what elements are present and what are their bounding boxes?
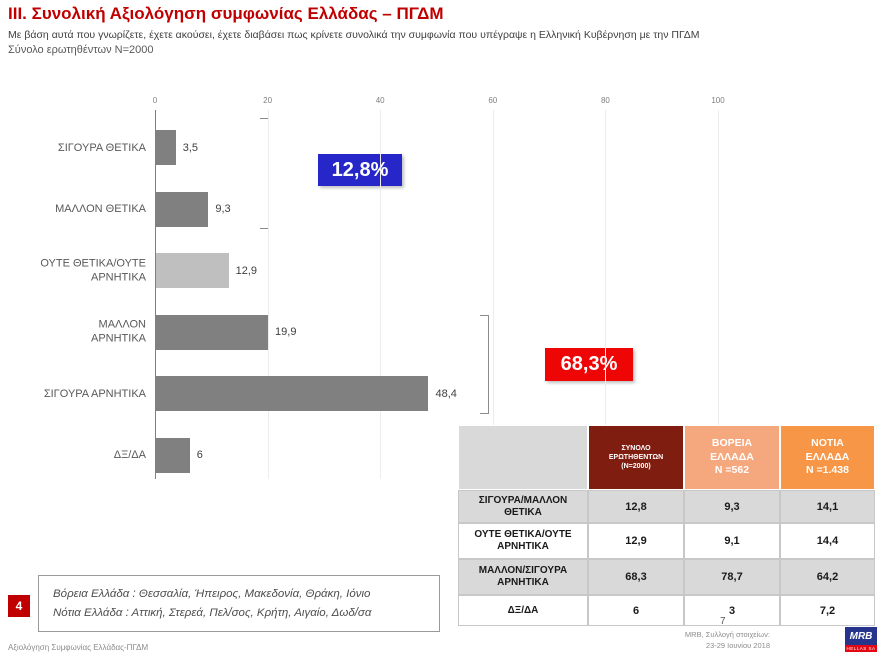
regional-breakdown-table: ΣΥΝΟΛΟ ΕΡΩΤΗΘΕΝΤΩΝ (Ν=2000) ΒΟΡΕΙΑ ΕΛΛΑΔ… bbox=[458, 425, 875, 626]
bar-value-label: 19,9 bbox=[275, 326, 297, 338]
table-row-label: ΣΙΓΟΥΡΑ/ΜΑΛΛΟΝ ΘΕΤΙΚΑ bbox=[458, 490, 588, 523]
table-row-label: ΜΑΛΛΟΝ/ΣΙΓΟΥΡΑ ΑΡΝΗΤΙΚΑ bbox=[458, 559, 588, 595]
bar-3 bbox=[156, 314, 269, 350]
bar-chart: 12,8% 68,3% 0 20 40 60 80 100 ΣΙΓΟΥΡΑ ΘΕΤΙΚΑ 3,… bbox=[0, 92, 770, 492]
bar-0 bbox=[156, 130, 176, 165]
bar-4 bbox=[156, 376, 429, 411]
table-row-label: ΔΞ/ΔΑ bbox=[458, 595, 588, 626]
regions-definition-note: Βόρεια Ελλάδα : Θεσσαλία, Ήπειρος, Μακεδ… bbox=[38, 575, 440, 632]
category-label: ΜΑΛΛΟΝ ΑΡΝΗΤΙΚΑ bbox=[90, 318, 146, 345]
x-axis-tick-label: 80 bbox=[600, 96, 610, 105]
footer-title: Αξιολόγηση Συμφωνίας Ελλάδας-ΠΓΔΜ bbox=[8, 643, 149, 652]
table-header-south: ΝΟΤΙΑ ΕΛΛΑΔΑ Ν =1.438 bbox=[780, 425, 875, 490]
table-cell: 64,2 bbox=[780, 559, 875, 595]
note-line-south: Νότια Ελλάδα : Αττική, Στερεά, Πελ/σος, … bbox=[53, 607, 372, 619]
x-axis-tick-label: 100 bbox=[711, 96, 725, 105]
bar-2 bbox=[156, 253, 229, 288]
gridline bbox=[267, 110, 269, 479]
table-cell: 9,3 bbox=[684, 490, 780, 523]
table-header-total: ΣΥΝΟΛΟ ΕΡΩΤΗΘΕΝΤΩΝ (Ν=2000) bbox=[588, 425, 684, 490]
category-label: ΔΞ/ΔΑ bbox=[113, 448, 146, 461]
mrb-logo-text: MRB bbox=[845, 627, 877, 645]
x-axis-tick-label: 60 bbox=[488, 96, 498, 105]
table-cell: 9,1 bbox=[684, 523, 780, 559]
category-label: ΜΑΛΛΟΝ ΘΕΤΙΚΑ bbox=[55, 202, 146, 215]
table-cell: 68,3 bbox=[588, 559, 684, 595]
gridline bbox=[492, 110, 494, 479]
mrb-logo: MRB HELLAS SA bbox=[845, 627, 877, 652]
x-axis-tick-label: 40 bbox=[375, 96, 385, 105]
table-cell: 14,1 bbox=[780, 490, 875, 523]
page-title: III. Συνολική Αξιολόγηση συμφωνίας Ελλάδ… bbox=[8, 4, 444, 23]
category-label: ΣΙΓΟΥΡΑ ΘΕΤΙΚΑ bbox=[57, 141, 146, 154]
bar-value-label: 6 bbox=[196, 449, 203, 461]
page-number: 7 bbox=[720, 616, 726, 627]
gridline bbox=[605, 110, 607, 479]
gridline bbox=[718, 110, 719, 479]
table-cell: 7,2 bbox=[780, 595, 875, 626]
positive-total-callout: 12,8% bbox=[318, 154, 402, 186]
negative-total-callout: 68,3% bbox=[545, 348, 633, 381]
data-collection-note: MRB, Συλλογή στοιχείων: 23-29 Ιουνίου 20… bbox=[610, 629, 770, 652]
table-cell: 78,7 bbox=[684, 559, 780, 595]
category-label: ΟΥΤΕ ΘΕΤΙΚΑ/ΟΥΤΕ ΑΡΝΗΤΙΚΑ bbox=[40, 257, 146, 284]
table-row-label: ΟΥΤΕ ΘΕΤΙΚΑ/ΟΥΤΕ ΑΡΝΗΤΙΚΑ bbox=[458, 523, 588, 559]
table-cell: 12,8 bbox=[588, 490, 684, 523]
x-axis-tick-label: 0 bbox=[152, 96, 158, 105]
table-cell: 3 bbox=[684, 595, 780, 626]
x-axis-tick-label: 20 bbox=[263, 96, 273, 105]
gridline bbox=[380, 110, 382, 479]
bar-5 bbox=[156, 437, 190, 473]
source-line-2: 23-29 Ιουνίου 2018 bbox=[705, 641, 770, 651]
negative-group-bracket bbox=[480, 315, 489, 414]
note-line-north: Βόρεια Ελλάδα : Θεσσαλία, Ήπειρος, Μακεδ… bbox=[53, 588, 371, 600]
y-axis-line bbox=[155, 110, 156, 479]
table-corner-cell bbox=[458, 425, 588, 490]
bar-value-label: 48,4 bbox=[435, 387, 457, 400]
bar-1 bbox=[156, 191, 209, 227]
table-cell: 12,9 bbox=[588, 523, 684, 559]
table-header-north: ΒΟΡΕΙΑ ΕΛΛΑΔΑ Ν =562 bbox=[684, 425, 780, 490]
source-line-1: MRB, Συλλογή στοιχείων: bbox=[684, 630, 770, 639]
table-cell: 14,4 bbox=[780, 523, 875, 559]
category-label: ΣΙΓΟΥΡΑ ΑΡΝΗΤΙΚΑ bbox=[43, 387, 146, 400]
bar-value-label: 12,9 bbox=[235, 264, 258, 277]
mrb-logo-subtext: HELLAS SA bbox=[845, 645, 877, 652]
table-cell: 6 bbox=[588, 595, 684, 626]
sample-size-label: Σύνολο ερωτηθέντων N=2000 bbox=[8, 44, 154, 56]
note-number-badge: 4 bbox=[8, 595, 30, 617]
bar-value-label: 9,3 bbox=[215, 203, 231, 215]
bar-value-label: 3,5 bbox=[182, 141, 198, 154]
question-subtitle: Με βάση αυτά που γνωρίζετε, έχετε ακούσε… bbox=[8, 29, 700, 41]
